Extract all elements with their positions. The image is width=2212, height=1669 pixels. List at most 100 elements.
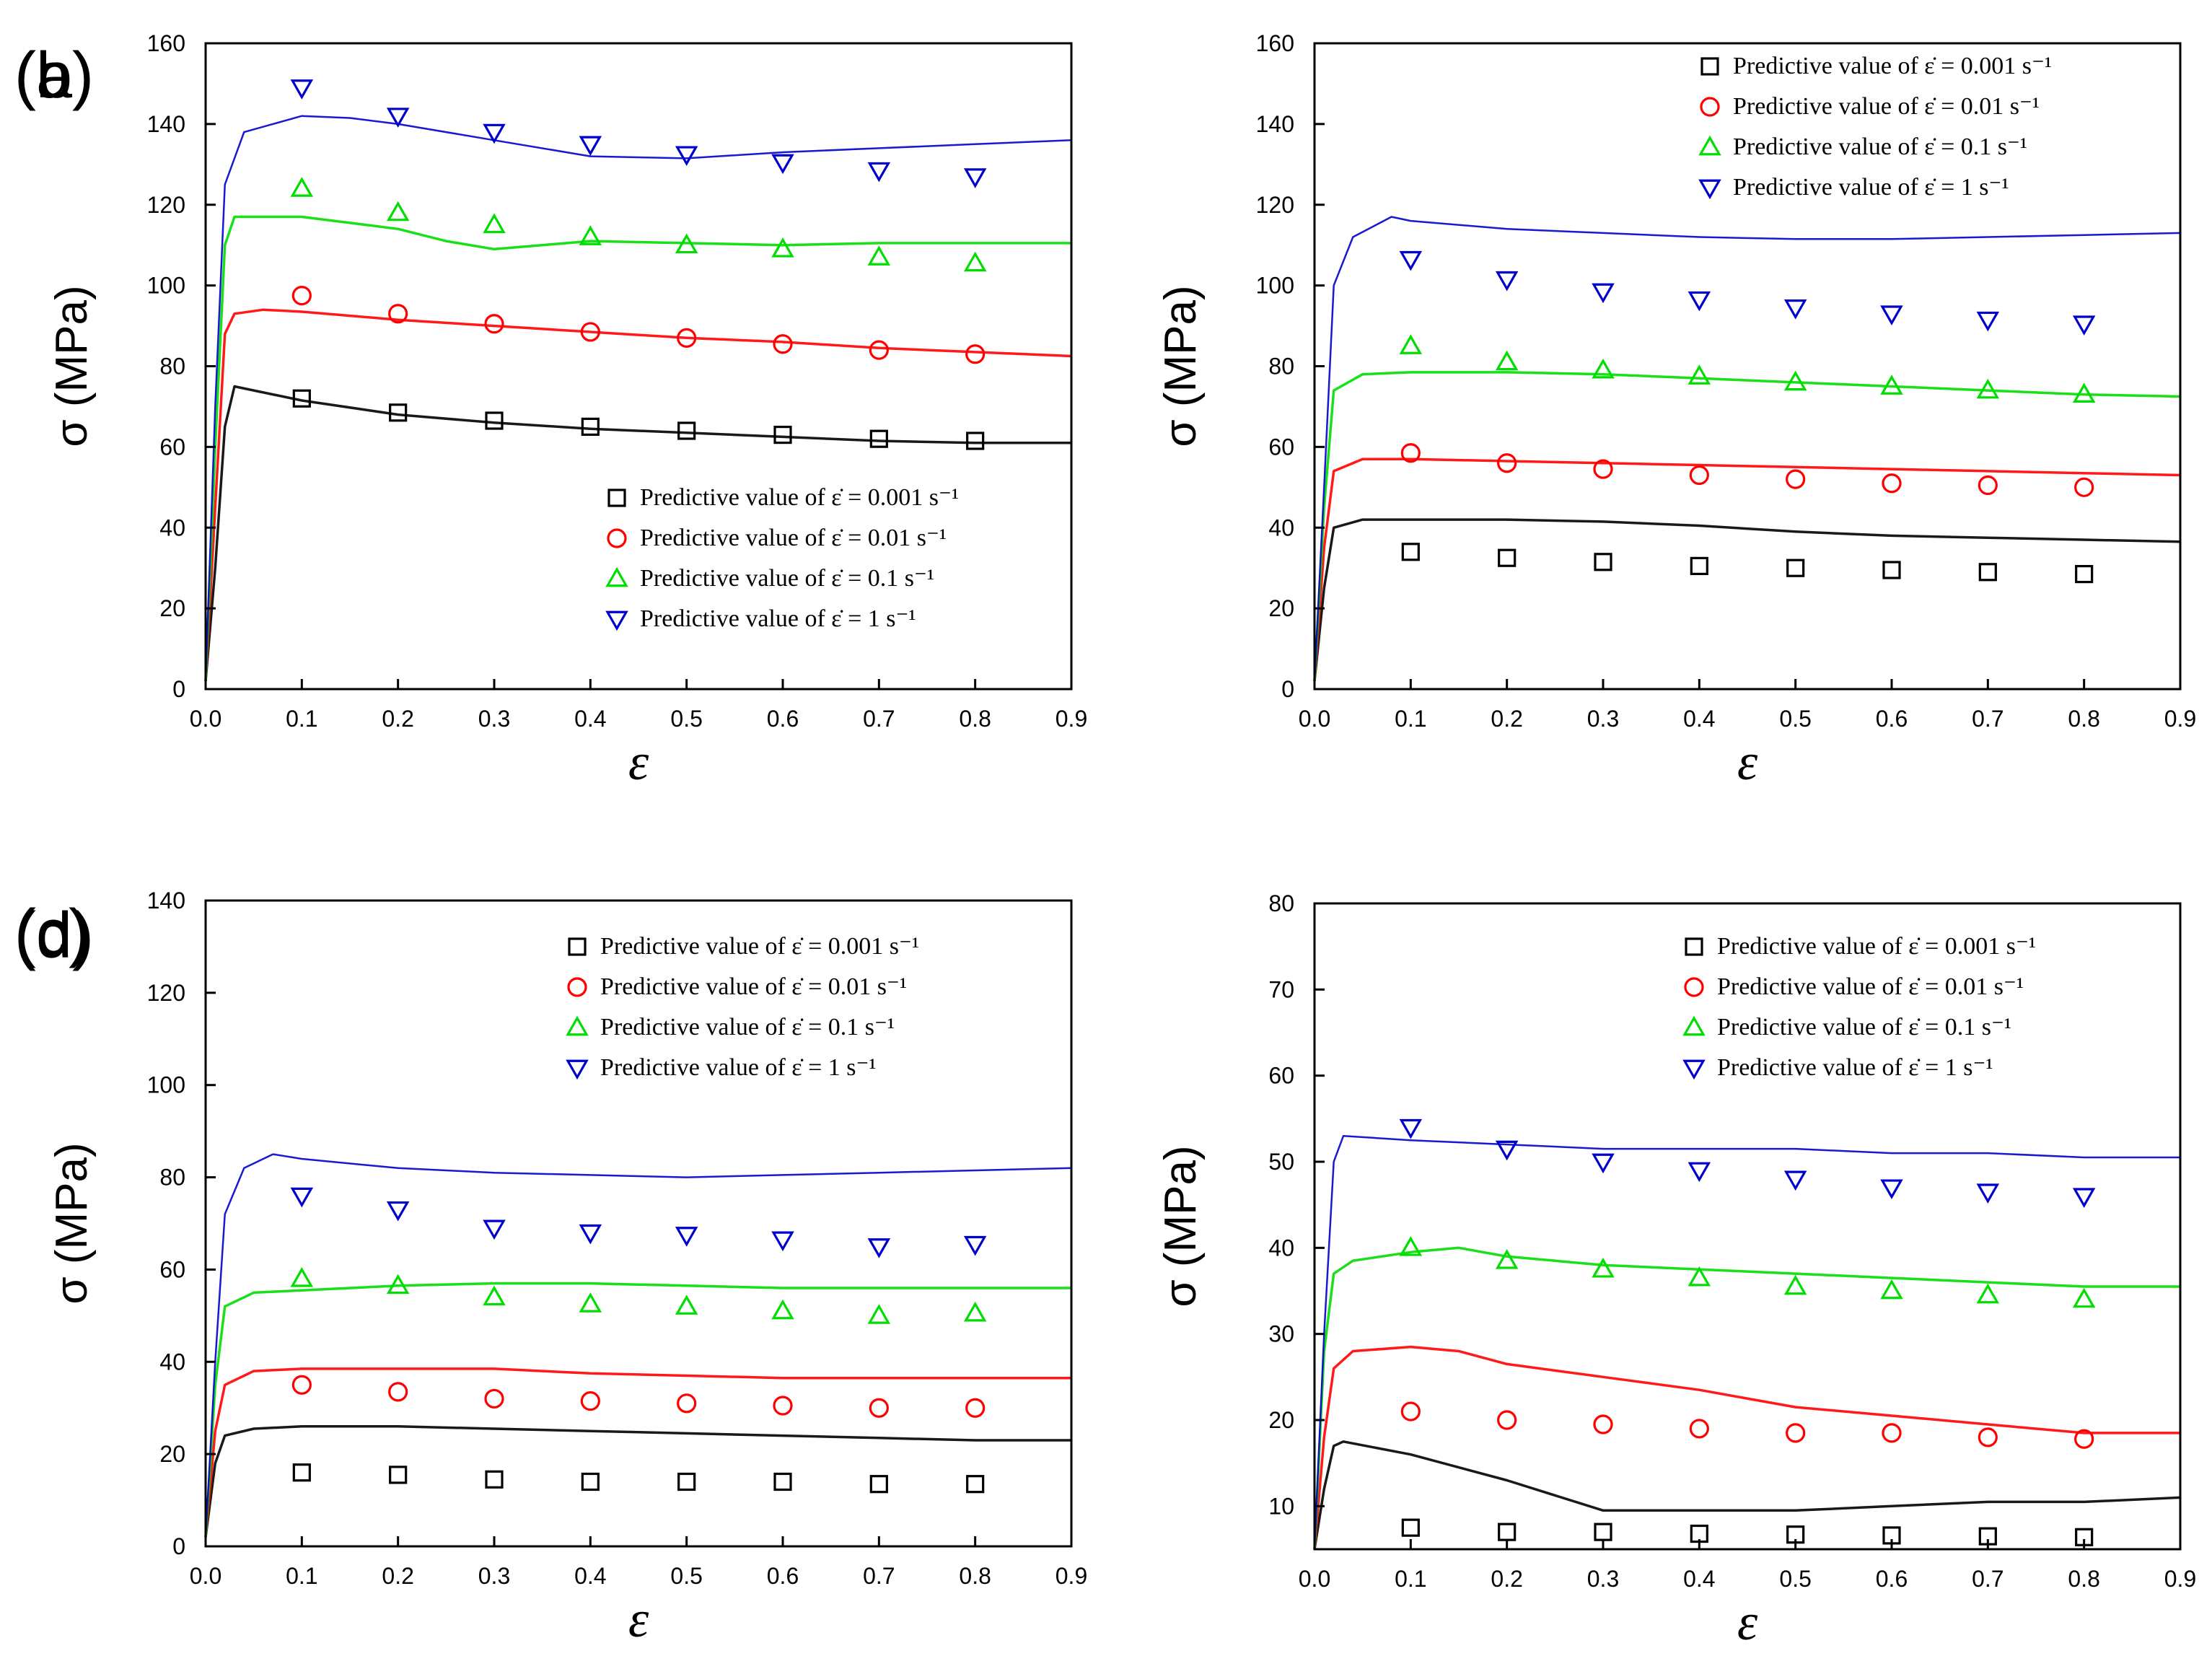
legend-entry-0.001: Predictive value of ε̇ = 0.001 s⁻¹ <box>1717 933 2036 960</box>
x-tick-label: 0.9 <box>1055 706 1087 732</box>
y-axis-label: σ (MPa) <box>47 285 97 447</box>
data-point-0.01 <box>1978 475 1998 496</box>
data-point-0.01 <box>869 340 889 360</box>
data-point-0.001 <box>485 1470 504 1489</box>
x-tick-label: 0.3 <box>1587 1566 1619 1592</box>
data-point-0.001 <box>677 421 696 440</box>
data-point-0.1 <box>867 1304 891 1324</box>
x-tick-label: 0.1 <box>1395 1566 1426 1592</box>
legend-marker-1 <box>566 1059 589 1080</box>
chart-panel-d: (d) 0.0 0.1 0.2 0.3 0.4 0.5 0.6 0.7 0.8 0.9 10 20 30 4… <box>14 890 2196 1651</box>
data-point-0.1 <box>1495 1249 1519 1269</box>
y-tick-label: 20 <box>1268 595 1294 621</box>
data-point-0.1 <box>1880 1279 1903 1300</box>
x-tick-label: 0.5 <box>670 1563 702 1589</box>
data-point-0.01 <box>1978 1427 1998 1447</box>
legend-entry-1: Predictive value of ε̇ = 1 s⁻¹ <box>1717 1054 1993 1081</box>
data-point-1 <box>1592 1153 1615 1174</box>
y-tick-label: 80 <box>159 1165 185 1191</box>
y-tick-label: 60 <box>159 1256 185 1282</box>
data-point-0.01 <box>1689 465 1709 486</box>
series-curve-0.1 <box>204 1282 1071 1538</box>
legend-marker-0.01 <box>1684 977 1704 997</box>
legend: Predictive value of ε̇ = 0.001 s⁻¹ Predic… <box>605 484 959 632</box>
data-point-0.001 <box>1594 1523 1612 1541</box>
data-point-1 <box>963 168 987 188</box>
y-tick-label: 160 <box>1256 30 1294 56</box>
data-point-1 <box>579 136 602 157</box>
data-point-1 <box>1976 1183 2000 1204</box>
legend-marker-1 <box>1682 1059 1706 1080</box>
data-point-0.1 <box>675 233 698 254</box>
y-tick-label: 0 <box>1281 676 1294 702</box>
y-tick-label: 100 <box>1256 273 1294 299</box>
series-curve-0.1 <box>1313 371 2181 681</box>
data-point-1 <box>1592 283 1615 304</box>
legend: Predictive value of ε̇ = 0.001 s⁻¹ Predic… <box>566 933 919 1081</box>
legend-entry-0.01: Predictive value of ε̇ = 0.01 s⁻¹ <box>600 973 907 1000</box>
data-point-1 <box>1495 271 1519 292</box>
y-tick-label: 80 <box>1268 354 1294 380</box>
y-axis-label: σ (MPa) <box>47 1142 97 1304</box>
legend-entry-1: Predictive value of ε̇ = 1 s⁻¹ <box>640 605 916 632</box>
data-point-0.01 <box>677 1393 697 1414</box>
x-tick-label: 0.1 <box>1395 706 1426 732</box>
legend-entry-0.01: Predictive value of ε̇ = 0.01 s⁻¹ <box>1733 93 2040 120</box>
data-point-0.001 <box>389 403 408 422</box>
y-tick-label: 60 <box>159 434 185 460</box>
x-tick-label: 0.4 <box>574 706 606 732</box>
legend-entry-0.1: Predictive value of ε̇ = 0.1 s⁻¹ <box>640 565 934 592</box>
series-curve-1 <box>1313 1134 2180 1550</box>
panel-label: (c) <box>14 897 90 969</box>
data-point-0.01 <box>1786 469 1806 489</box>
x-tick-label: 0.8 <box>959 1563 991 1589</box>
x-tick-label: 0.4 <box>1683 706 1715 732</box>
x-tick-label: 0.8 <box>959 706 991 732</box>
data-point-0.1 <box>963 251 987 272</box>
data-point-0.01 <box>773 1396 793 1416</box>
data-point-0.001 <box>1882 561 1901 579</box>
data-point-0.001 <box>485 411 504 430</box>
data-point-1 <box>2072 315 2096 336</box>
x-axis-label: ε <box>1737 733 1758 791</box>
panel-label: (b) <box>14 40 94 112</box>
y-axis-label: σ (MPa) <box>1156 1145 1206 1307</box>
data-point-0.001 <box>1978 563 1997 582</box>
y-tick-label: 140 <box>1256 111 1294 137</box>
x-tick-label: 0.2 <box>1491 1566 1522 1592</box>
series-curve-0.1 <box>204 215 1071 681</box>
data-point-0.001 <box>2075 564 2094 584</box>
y-tick-label: 160 <box>147 30 185 56</box>
data-point-0.1 <box>290 1266 314 1287</box>
data-point-0.001 <box>773 1472 792 1491</box>
data-point-1 <box>2072 1188 2096 1208</box>
y-axis-label: σ (MPa) <box>1156 285 1206 447</box>
data-point-0.01 <box>1882 473 1902 494</box>
data-point-0.01 <box>1786 1423 1806 1443</box>
data-point-0.1 <box>1687 1266 1711 1287</box>
y-tick-label: 20 <box>159 1441 185 1467</box>
data-point-0.01 <box>869 1398 889 1418</box>
data-point-0.1 <box>579 1292 602 1313</box>
data-point-1 <box>1399 250 1423 271</box>
series-curve-0.001 <box>1313 518 2181 681</box>
data-point-0.1 <box>1399 334 1423 354</box>
data-point-0.01 <box>1497 453 1517 473</box>
data-point-0.01 <box>965 344 986 364</box>
data-point-1 <box>386 1201 410 1222</box>
data-point-0.01 <box>1400 443 1421 463</box>
legend-marker-0.01 <box>567 977 587 997</box>
legend-marker-0.1 <box>1682 1015 1706 1036</box>
legend-marker-0.001 <box>1685 937 1703 956</box>
x-tick-label: 0.1 <box>286 1563 317 1589</box>
data-point-0.1 <box>1976 1283 2000 1304</box>
y-tick-label: 40 <box>1268 514 1294 540</box>
data-point-0.001 <box>581 417 600 437</box>
data-point-0.1 <box>1399 1236 1423 1256</box>
series-curve-0.001 <box>1313 1440 2181 1550</box>
x-tick-label: 0.0 <box>190 706 221 732</box>
data-point-1 <box>1880 1179 1903 1200</box>
data-point-1 <box>1783 299 1807 320</box>
data-point-0.001 <box>1498 548 1517 567</box>
y-tick-label: 40 <box>159 514 185 540</box>
